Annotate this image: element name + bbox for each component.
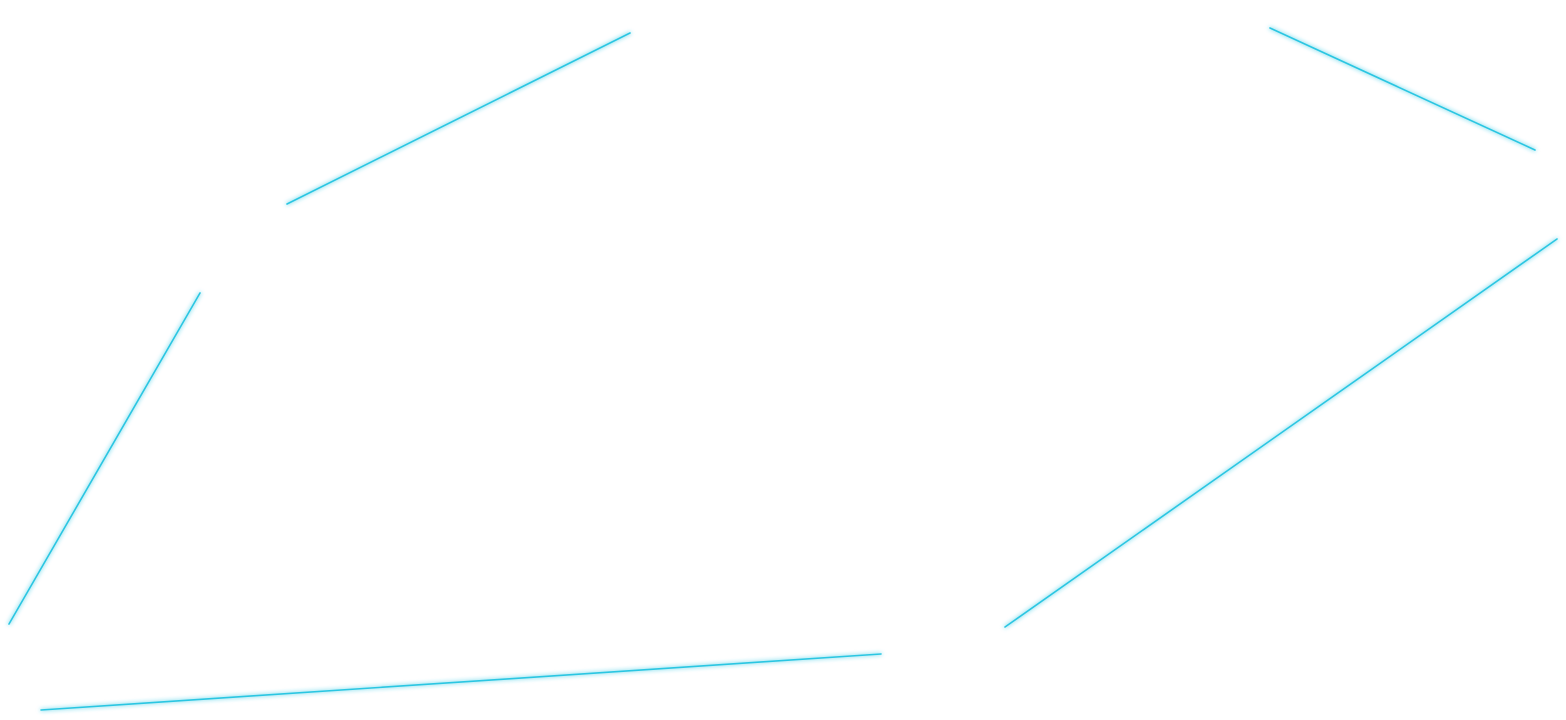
line-segment-top-right <box>1269 27 1536 151</box>
line-segment-left-diagonal <box>8 292 201 625</box>
line-segment-right-diagonal <box>1004 238 1558 628</box>
line-segment-bottom <box>40 653 882 711</box>
line-segment-top-left <box>286 32 631 205</box>
